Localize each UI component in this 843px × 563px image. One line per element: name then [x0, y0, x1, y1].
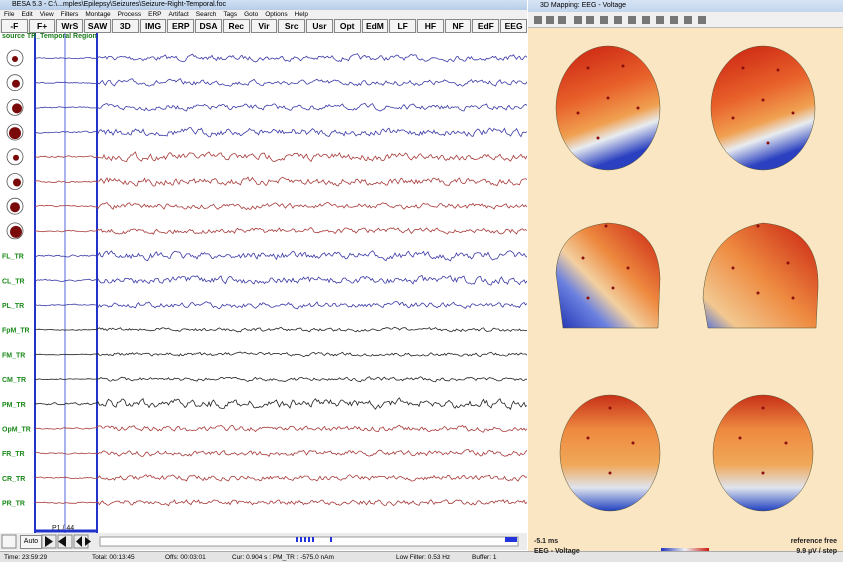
toolbar-button[interactable]: Src [278, 19, 305, 33]
channel-label: PM_TR [2, 402, 26, 409]
source-dot [13, 179, 21, 187]
toolbar-button[interactable]: EdM [362, 19, 389, 33]
menu-item[interactable]: Edit [21, 10, 32, 19]
map-time: -5.1 ms [534, 538, 558, 545]
menu-item[interactable]: ERP [148, 10, 161, 19]
head-maps [528, 28, 843, 551]
channel-label: CR_TR [2, 476, 25, 483]
status-field: Offs: 00:03:01 [165, 552, 206, 563]
menu-item[interactable]: Tags [223, 10, 237, 19]
channel-label: PL_TR [2, 303, 24, 310]
status-field: Total: 00:13:45 [92, 552, 135, 563]
toolbar-button[interactable]: Rec [223, 19, 250, 33]
channel-label: FpM_TR [2, 328, 30, 335]
map-view: -5.1 ms EEG - Voltage reference free 9.9… [528, 28, 843, 551]
menu-item[interactable]: Search [196, 10, 217, 19]
map-window-title: 3D Mapping: EEG - Voltage [528, 0, 843, 12]
source-dot [12, 103, 22, 113]
menu-item[interactable]: Options [265, 10, 287, 19]
toolbar-button[interactable]: LF [389, 19, 416, 33]
map-scale: 9.9 µV / step [796, 548, 837, 555]
nav-controls [0, 533, 527, 550]
status-field: Buffer: 1 [472, 552, 496, 563]
map-reference: reference free [791, 538, 837, 545]
nav-button[interactable] [2, 535, 16, 548]
channel-label: OpM_TR [2, 427, 31, 434]
channel-label: PR_TR [2, 501, 25, 508]
menu-item[interactable]: File [4, 10, 14, 19]
source-dot [12, 80, 20, 88]
status-field: Time: 23:59:29 [4, 552, 47, 563]
source-dot [10, 226, 22, 238]
toolbar-button[interactable]: EdF [472, 19, 499, 33]
channel-label: FR_TR [2, 451, 25, 458]
menu-item[interactable]: Montage [85, 10, 110, 19]
page-indicator: P1 / 44 [52, 525, 74, 532]
toolbar-button[interactable]: WrS [56, 19, 83, 33]
channel-label: CM_TR [2, 377, 26, 384]
toolbar-button[interactable]: DSA [195, 19, 222, 33]
map-mode: EEG - Voltage [534, 548, 580, 555]
status-field: Low Filter: 0.53 Hz [396, 552, 450, 563]
source-dot [10, 202, 20, 212]
toolbar-button[interactable]: HF [417, 19, 444, 33]
source-dot [12, 56, 18, 62]
menu-item[interactable]: Goto [244, 10, 258, 19]
toolbar-button[interactable]: F+ [29, 19, 56, 33]
menu-item[interactable]: Help [295, 10, 308, 19]
eeg-view: FL_TR CL_TR PL_TR FpM_TR FM_TR CM_TR PM_TR OpM_… [0, 33, 527, 533]
status-field: Cur: 0.904 s : PM_TR : -575.0 nAm [232, 552, 334, 563]
channel-label: CL_TR [2, 278, 25, 285]
toolbar: -FF+WrSSAW3DIMGERPDSARecVirSrcUsrOptEdML… [0, 19, 527, 33]
menu-item[interactable]: Filters [61, 10, 79, 19]
toolbar-button[interactable]: Vir [251, 19, 278, 33]
toolbar-button[interactable]: NF [445, 19, 472, 33]
toolbar-button[interactable]: 3D [112, 19, 139, 33]
source-dot [9, 127, 21, 139]
channel-label: FL_TR [2, 254, 24, 261]
menu-item[interactable]: View [40, 10, 54, 19]
montage-header: source TR_Temporal Region [2, 33, 97, 40]
map-toolbar [528, 12, 843, 28]
source-dot [13, 155, 19, 161]
toolbar-button[interactable]: ERP [167, 19, 194, 33]
menu-bar: File Edit View Filters Montage Process ERP Arti… [0, 10, 527, 19]
toolbar-button[interactable]: IMG [140, 19, 167, 33]
window-title: BESA 5.3 - C:\...mples\Epilepsy\Seizures… [0, 0, 527, 10]
menu-item[interactable]: Artifact [169, 10, 189, 19]
status-bar: Time: 23:59:29 Total: 00:13:45 Offs: 00:03… [0, 551, 843, 562]
toolbar-button[interactable]: EEG [500, 19, 527, 33]
toolbar-button[interactable]: -F [1, 19, 28, 33]
toolbar-button[interactable]: Usr [306, 19, 333, 33]
toolbar-button[interactable]: Opt [334, 19, 361, 33]
channel-label: FM_TR [2, 352, 25, 359]
toolbar-button[interactable]: SAW [84, 19, 111, 33]
menu-item[interactable]: Process [118, 10, 141, 19]
navigation-bar: Auto [0, 533, 527, 550]
